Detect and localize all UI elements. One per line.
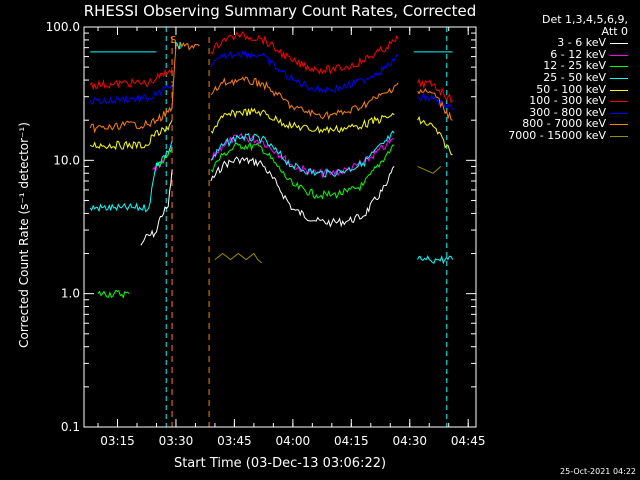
legend-header-line-2: Att 0 bbox=[601, 24, 628, 38]
chart-title: RHESSI Observing Summary Count Rates, Co… bbox=[84, 2, 477, 20]
legend-item: 300 - 800 keV bbox=[478, 107, 636, 119]
legend-item: 7000 - 15000 keV bbox=[478, 130, 636, 142]
plot-frame bbox=[83, 26, 477, 428]
series-line-7 bbox=[417, 87, 453, 121]
legend-swatch bbox=[610, 135, 628, 137]
y-tick-label: 1.0 bbox=[61, 287, 80, 301]
series-line-0 bbox=[140, 169, 173, 246]
legend-label: 7000 - 15000 keV bbox=[508, 128, 606, 142]
x-axis-label: Start Time (03-Dec-13 03:06:22) bbox=[174, 456, 386, 471]
legend-label: 25 - 50 keV bbox=[543, 70, 606, 84]
legend-item: 50 - 100 keV bbox=[478, 82, 636, 96]
legend-item: 25 - 50 keV bbox=[478, 72, 636, 84]
series-line-3 bbox=[417, 255, 454, 265]
series-line-6 bbox=[210, 49, 399, 94]
legend-label: 300 - 800 keV bbox=[529, 105, 606, 119]
series-line-5 bbox=[210, 31, 399, 75]
y-tick-label: 10.0 bbox=[53, 153, 80, 167]
series-line-7 bbox=[210, 76, 399, 121]
legend-label: 12 - 25 keV bbox=[543, 59, 606, 73]
x-tick-label: 03:30 bbox=[159, 434, 194, 448]
series-line-6 bbox=[89, 82, 173, 105]
legend-swatch bbox=[610, 77, 628, 79]
legend-swatch bbox=[610, 89, 628, 91]
series-line-4 bbox=[417, 115, 453, 156]
x-tick-label: 04:15 bbox=[334, 434, 369, 448]
series-line-1 bbox=[210, 132, 395, 179]
legend-swatch bbox=[610, 43, 628, 45]
y-tick-label: 100.0 bbox=[46, 20, 80, 34]
y-axis-label: Corrected Count Rate (s⁻¹ detector⁻¹) bbox=[17, 122, 31, 348]
x-tick-label: 03:15 bbox=[100, 434, 135, 448]
legend-item: 12 - 25 keV bbox=[478, 60, 636, 72]
series-line-7 bbox=[89, 41, 200, 134]
legend-item: 3 - 6 keV bbox=[478, 37, 636, 49]
series-line-2 bbox=[210, 141, 395, 200]
legend-swatch bbox=[610, 54, 628, 56]
legend-swatch bbox=[610, 101, 628, 103]
series-line-3 bbox=[210, 130, 395, 178]
series-line-5 bbox=[89, 66, 173, 91]
series-line-2 bbox=[97, 289, 130, 299]
chart-legend: Det 1,3,4,5,6,9, Att 0 3 - 6 keV 6 - 12 k… bbox=[478, 14, 636, 142]
legend-label: 50 - 100 keV bbox=[536, 82, 606, 96]
x-tick-label: 03:45 bbox=[217, 434, 252, 448]
legend-item: 800 - 7000 keV bbox=[478, 118, 636, 130]
flag-n: N bbox=[174, 41, 181, 52]
x-tick-label: 04:00 bbox=[276, 434, 311, 448]
generation-timestamp: 25-Oct-2021 04:22 bbox=[560, 467, 636, 476]
y-tick-label: 0.1 bbox=[61, 420, 80, 434]
series-line-0 bbox=[210, 156, 395, 228]
series-line-6 bbox=[417, 92, 454, 110]
series-line-3 bbox=[89, 140, 173, 213]
legend-label: 800 - 7000 keV bbox=[522, 117, 606, 131]
legend-label: 6 - 12 keV bbox=[550, 47, 606, 61]
legend-swatch bbox=[610, 124, 628, 126]
series-line-4 bbox=[210, 107, 395, 134]
flag-s: S bbox=[170, 35, 176, 46]
series-line-8 bbox=[417, 165, 442, 174]
series-line-8 bbox=[214, 252, 263, 264]
legend-label: 100 - 300 keV bbox=[529, 94, 606, 108]
legend-item: 6 - 12 keV bbox=[478, 49, 636, 61]
legend-label: 3 - 6 keV bbox=[557, 36, 606, 50]
x-tick-label: 04:30 bbox=[392, 434, 427, 448]
legend-header-line-1: Det 1,3,4,5,6,9, bbox=[541, 13, 628, 26]
series-line-5 bbox=[417, 78, 453, 104]
x-tick-label: 04:45 bbox=[451, 434, 486, 448]
legend-item: 100 - 300 keV bbox=[478, 95, 636, 107]
legend-swatch bbox=[610, 112, 628, 114]
legend-swatch bbox=[610, 66, 628, 68]
series-line-4 bbox=[89, 119, 173, 151]
